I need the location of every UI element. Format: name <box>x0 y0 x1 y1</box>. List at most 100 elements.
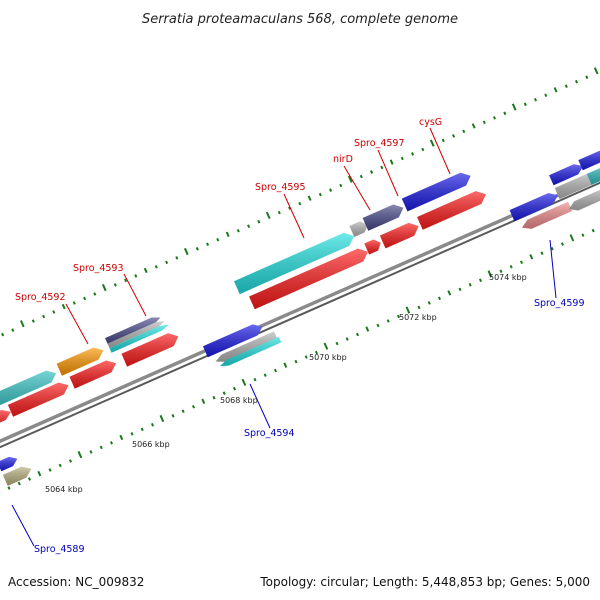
tick-upper-26 <box>206 242 210 247</box>
tick-lower-24 <box>241 378 247 386</box>
gene-label-spro-4592[interactable]: Spro_4592 <box>15 292 66 303</box>
tick-upper-13 <box>72 301 76 305</box>
tick-upper-31 <box>257 219 261 224</box>
gene-c-blue-2[interactable] <box>549 164 584 186</box>
tick-upper-45 <box>400 156 404 161</box>
gene-a-red-2[interactable] <box>7 382 69 417</box>
gene-label-spro-4597[interactable]: Spro_4597 <box>354 138 405 149</box>
gene-b-red-1[interactable] <box>249 248 368 310</box>
tick-lower-19 <box>191 404 196 409</box>
tick-label-5066: 5066 kbp <box>132 440 170 449</box>
tick-lower-53 <box>540 251 544 255</box>
gene-spro-4595[interactable] <box>234 232 354 295</box>
tick-lower-2 <box>17 481 21 486</box>
gene-spro-4593-slate[interactable] <box>105 317 161 345</box>
tick-upper-39 <box>339 183 343 188</box>
tick-lower-29 <box>294 359 298 364</box>
tick-lower-7 <box>68 459 73 463</box>
tick-lower-41 <box>417 305 421 310</box>
tick-upper-35 <box>298 201 302 206</box>
tick-lower-54 <box>550 246 554 251</box>
gene-spro-4589-blue[interactable] <box>0 456 18 472</box>
tick-lower-40 <box>405 306 411 314</box>
tick-upper-11 <box>52 310 56 314</box>
leader-spro-4599 <box>549 239 557 299</box>
tick-upper-48 <box>429 139 435 147</box>
tick-upper-38 <box>329 188 333 192</box>
gene-a-red-4[interactable] <box>121 333 179 367</box>
gene-spro-4593-gray[interactable] <box>107 321 165 349</box>
map-title: Serratia proteamaculans 568, complete ge… <box>142 12 458 27</box>
gene-spro-4597[interactable] <box>362 204 404 231</box>
gene-spro-4593-cyan[interactable] <box>109 324 169 353</box>
gene-b-red-2[interactable] <box>379 222 419 249</box>
tick-lower-12 <box>119 434 124 441</box>
gene-spro-4589[interactable] <box>2 466 32 486</box>
gene-spro-4592[interactable] <box>56 347 104 376</box>
tick-lower-1 <box>7 486 11 490</box>
gene-b-gray[interactable] <box>349 221 368 237</box>
gene-nird[interactable] <box>364 239 381 255</box>
tick-lower-5 <box>48 468 52 472</box>
tick-upper-42 <box>369 170 374 174</box>
tick-marks <box>0 67 599 494</box>
tick-lower-49 <box>499 269 503 274</box>
tick-label-5072: 5072 kbp <box>399 313 437 322</box>
gene-label-spro-4599[interactable]: Spro_4599 <box>534 298 585 309</box>
tick-upper-24 <box>183 247 189 256</box>
tick-lower-44 <box>447 290 452 296</box>
gene-b-red-3[interactable] <box>417 191 486 230</box>
tick-upper-17 <box>113 283 117 287</box>
gene-label-spro-4589[interactable]: Spro_4589 <box>34 544 85 555</box>
gene-c-teal[interactable] <box>586 164 600 185</box>
tick-upper-15 <box>93 292 97 296</box>
tick-upper-32 <box>265 211 271 220</box>
tick-lower-33 <box>335 341 339 346</box>
tick-lower-58 <box>591 228 595 233</box>
gene-label-spro-4595[interactable]: Spro_4595 <box>255 182 306 193</box>
tick-upper-51 <box>462 129 466 134</box>
tick-upper-57 <box>523 102 527 107</box>
tick-upper-14 <box>83 296 87 301</box>
gene-a-teal[interactable] <box>0 370 57 416</box>
gene-spro-4594-gray[interactable] <box>215 331 278 362</box>
tick-upper-53 <box>482 120 486 125</box>
gene-a-red-1[interactable] <box>0 410 11 430</box>
leader-spro-4592 <box>65 303 89 345</box>
gene-c-gray[interactable] <box>554 172 600 199</box>
tick-upper-9 <box>31 319 35 323</box>
gene-label-spro-4593[interactable]: Spro_4593 <box>73 263 124 274</box>
tick-upper-58 <box>533 97 538 102</box>
tick-lower-42 <box>427 301 431 305</box>
gene-label-nird[interactable]: nirD <box>333 154 353 165</box>
gene-label-cysg[interactable]: cysG <box>419 117 442 128</box>
tick-lower-14 <box>140 427 144 432</box>
gene-c-blue-3[interactable] <box>578 149 600 171</box>
tick-lower-15 <box>150 423 155 427</box>
tick-lower-35 <box>355 332 360 337</box>
tick-lower-10 <box>99 445 103 450</box>
tick-upper-52 <box>471 123 476 129</box>
tick-upper-6 <box>1 332 5 337</box>
gene-c-blue-1[interactable] <box>509 193 558 222</box>
gene-spro-4594-cyan[interactable] <box>220 336 282 367</box>
tick-upper-30 <box>247 224 251 228</box>
tick-upper-64 <box>593 67 599 75</box>
gene-spro-4594-blue[interactable] <box>203 324 263 358</box>
gene-spro-4599[interactable] <box>522 201 573 229</box>
tick-lower-32 <box>323 342 329 350</box>
gene-c-gray-2[interactable] <box>568 188 600 211</box>
tick-lower-46 <box>468 283 472 287</box>
tick-upper-12 <box>61 303 66 310</box>
gene-cysg[interactable] <box>401 172 471 212</box>
tick-upper-40 <box>347 175 353 183</box>
gene-label-spro-4594[interactable]: Spro_4594 <box>244 428 295 439</box>
leader-spro-4589 <box>11 504 35 547</box>
label-leaders <box>11 127 557 547</box>
tick-lower-4 <box>37 470 42 477</box>
tick-lower-25 <box>253 377 257 382</box>
tick-upper-18 <box>124 278 128 283</box>
tick-lower-50 <box>509 264 513 269</box>
gene-a-red-3[interactable] <box>69 360 117 389</box>
